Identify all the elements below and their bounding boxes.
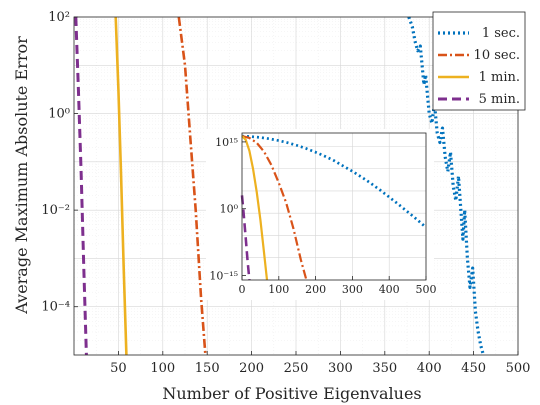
x-tick-label: 50 [110,361,127,376]
legend-label-4: 5 min. [479,92,520,107]
x-tick-label: 200 [239,361,264,376]
x-tick-label: 300 [328,361,353,376]
legend-label-1: 1 sec. [482,26,520,41]
x-tick-label: 150 [195,361,220,376]
x-tick-label: 0 [239,283,246,296]
x-tick-label: 450 [461,361,486,376]
inset-series-1-line [241,134,427,229]
y-tick-label: 10⁻² [41,203,70,218]
x-tick-label: 100 [268,283,289,296]
x-tick-label: 400 [379,283,400,296]
y-tick-label: 10¹⁵ [215,136,238,149]
y-tick-label: 10² [48,10,70,25]
y-tick-label: 10⁻⁴ [41,300,70,315]
legend-box [432,11,526,111]
main-y-ticks: 10² 10⁰ 10⁻² 10⁻⁴ [41,10,78,315]
x-tick-label: 200 [305,283,326,296]
inset-series-4-line [240,195,251,281]
y-axis-label: Average Maximum Absolute Error [12,36,31,315]
x-tick-label: 250 [284,361,309,376]
series-2-line [177,16,207,356]
inset-chart: 0 100 200 300 400 500 10¹⁵ 10⁰ 10⁻¹⁵ [206,129,437,300]
x-tick-label: 500 [416,283,437,296]
y-tick-label: 10⁻¹⁵ [209,270,238,283]
main-series [74,16,485,356]
x-tick-label: 300 [342,283,363,296]
legend: 1 sec. 10 sec. 1 min. 5 min. [432,11,526,111]
inset-series-3-line [241,135,269,281]
inset-x-ticks: 0 100 200 300 400 500 [239,276,437,296]
inset-y-ticks: 10¹⁵ 10⁰ 10⁻¹⁵ [209,136,246,283]
series-1-line [407,16,485,356]
series-4-line [74,16,88,356]
legend-label-3: 1 min. [479,70,520,85]
x-tick-label: 400 [417,361,442,376]
series-3-line [114,16,128,356]
y-tick-label: 10⁰ [48,107,70,122]
y-tick-label: 10⁰ [220,203,239,216]
main-x-ticks: 50 100 150 200 250 300 350 400 450 500 [110,351,530,376]
inset-plot-frame [241,132,427,281]
x-axis-label: Number of Positive Eigenvalues [162,384,421,403]
x-tick-label: 350 [372,361,397,376]
legend-label-2: 10 sec. [474,48,520,63]
x-tick-label: 500 [506,361,531,376]
inset-series-2-line [241,135,308,281]
inset-series [240,134,427,281]
x-tick-label: 100 [150,361,175,376]
